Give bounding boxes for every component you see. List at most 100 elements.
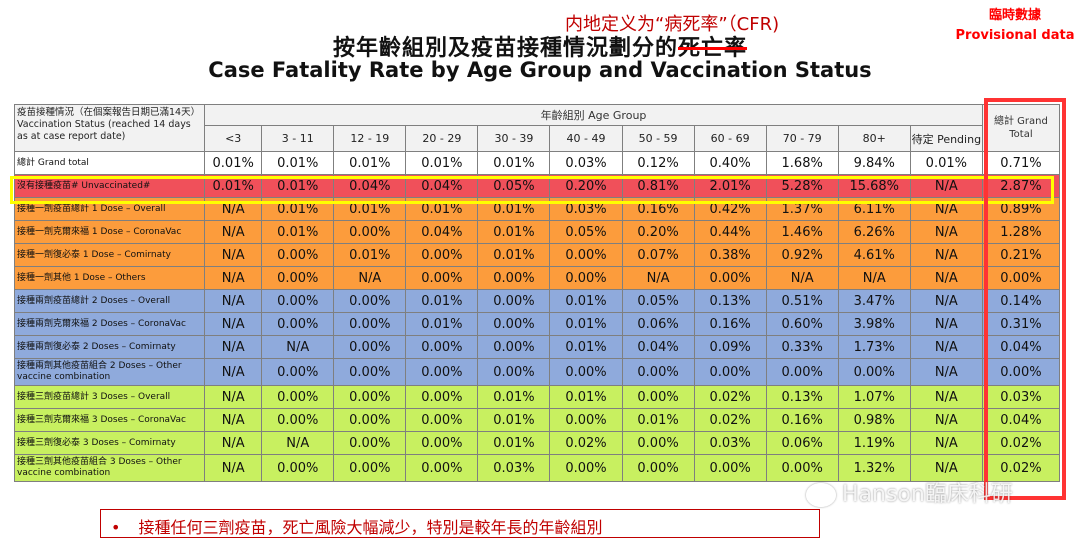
table-cell: 0.01% (909, 151, 983, 175)
table-cell: 0.00% (261, 312, 335, 336)
age-group-col-header: 30 - 39 (477, 125, 551, 152)
table-row: 接種兩劑疫苗總計 2 Doses – Overall N/A 0.00% 0.00% 0… (13, 289, 1061, 313)
table-cell: 0.05% (621, 289, 695, 313)
table-cell: 0.04% (405, 220, 479, 244)
table-cell: N/A (204, 454, 263, 482)
table-cell: N/A (909, 385, 983, 409)
table-cell: 0.33% (765, 335, 839, 359)
table-cell: 0.00% (621, 358, 695, 386)
table-cell: 0.00% (765, 358, 839, 386)
table-cell: N/A (204, 289, 263, 313)
table-cell: N/A (909, 408, 983, 432)
table-cell: N/A (204, 358, 263, 386)
page-title-zh: 按年齡組別及疫苗接種情況劃分的死亡率 (0, 30, 1080, 62)
row-label: 接種一劑克爾來福 1 Dose – CoronaVac (13, 220, 206, 244)
table-cell: 0.00% (261, 266, 335, 290)
table-cell: 1.37% (765, 197, 839, 221)
table-cell: N/A (204, 335, 263, 359)
table-cell: 0.03% (477, 454, 551, 482)
provisional-zh: 臨時數據 (988, 8, 1041, 23)
table-row: 接種三劑復必泰 3 Doses – Comirnaty N/A N/A 0.00% 0.… (13, 431, 1061, 455)
age-group-col-header: 40 - 49 (549, 125, 623, 152)
table-cell: 0.00% (333, 289, 407, 313)
table-cell: N/A (204, 220, 263, 244)
table-cell: 0.00% (477, 289, 551, 313)
table-cell: 0.00% (693, 454, 767, 482)
table-row: 接種三劑克爾來福 3 Doses – CoronaVac N/A 0.00% 0.00… (13, 408, 1061, 432)
table-cell: 0.00% (405, 385, 479, 409)
table-cell: 0.01% (477, 151, 551, 175)
table-cell: 0.06% (765, 431, 839, 455)
table-cell: N/A (909, 266, 983, 290)
watermark: Hanson臨床科研 (806, 476, 1013, 508)
table-cell: 0.92% (765, 243, 839, 267)
row-label: 總計 Grand total (13, 151, 206, 175)
table-cell: 9.84% (837, 151, 911, 175)
table-cell: 0.00% (981, 266, 1061, 290)
table-cell: 0.00% (405, 243, 479, 267)
table-cell: N/A (261, 335, 335, 359)
table-cell: N/A (621, 266, 695, 290)
table-cell: 0.00% (405, 431, 479, 455)
table-cell: N/A (204, 243, 263, 267)
cfr-annotation: 内地定义为“病死率”（CFR) (565, 14, 780, 35)
table-cell: 0.00% (333, 454, 407, 482)
table-cell: 0.04% (405, 174, 479, 198)
table-cell: 0.16% (765, 408, 839, 432)
table-cell: 0.00% (477, 358, 551, 386)
row-label: 接種兩劑克爾來福 2 Doses – CoronaVac (13, 312, 206, 336)
table-cell: 0.01% (261, 151, 335, 175)
table-cell: 0.01% (549, 289, 623, 313)
table-cell: 0.07% (621, 243, 695, 267)
table-cell: N/A (837, 266, 911, 290)
table-cell: 0.01% (405, 151, 479, 175)
table-cell: 0.00% (549, 243, 623, 267)
table-cell: 0.05% (549, 220, 623, 244)
table-cell: 0.71% (981, 151, 1061, 175)
table-cell: 0.00% (405, 408, 479, 432)
wechat-icon (806, 483, 836, 507)
vaccination-status-header: 疫苗接種情況（在個案報告日期已滿14天）Vaccination Status (… (13, 104, 206, 152)
table-cell: 0.01% (477, 408, 551, 432)
table-row: 接種兩劑克爾來福 2 Doses – CoronaVac N/A 0.00% 0.00… (13, 312, 1061, 336)
table-cell: 0.44% (693, 220, 767, 244)
table-cell: N/A (204, 408, 263, 432)
table-cell: N/A (909, 312, 983, 336)
age-group-col-header: 20 - 29 (405, 125, 479, 152)
table-cell: 0.01% (477, 431, 551, 455)
table-cell: N/A (333, 266, 407, 290)
row-label: 接種三劑克爾來福 3 Doses – CoronaVac (13, 408, 206, 432)
table-cell: 0.42% (693, 197, 767, 221)
provisional-en: Provisional data (955, 28, 1075, 43)
age-group-col-header: 12 - 19 (333, 125, 407, 152)
table-cell: N/A (204, 266, 263, 290)
table-cell: N/A (765, 266, 839, 290)
table-cell: 0.13% (765, 385, 839, 409)
table-row: 接種兩劑復必泰 2 Doses – Comirnaty N/A N/A 0.00% 0.… (13, 335, 1061, 359)
table-cell: 1.73% (837, 335, 911, 359)
watermark-text: Hanson臨床科研 (842, 482, 1013, 507)
table-cell: 0.01% (204, 174, 263, 198)
table-cell: 0.06% (621, 312, 695, 336)
table-cell: 0.01% (204, 151, 263, 175)
table-cell: 6.26% (837, 220, 911, 244)
table-cell: 0.40% (693, 151, 767, 175)
table-cell: 0.98% (837, 408, 911, 432)
table-cell: N/A (261, 431, 335, 455)
table-cell: 0.01% (549, 385, 623, 409)
table-cell: 0.16% (621, 197, 695, 221)
age-group-col-header: 50 - 59 (621, 125, 695, 152)
table-cell: 0.05% (477, 174, 551, 198)
age-group-col-header: 70 - 79 (765, 125, 839, 152)
row-label: 接種三劑復必泰 3 Doses – Comirnaty (13, 431, 206, 455)
table-cell: 0.20% (549, 174, 623, 198)
table-cell: N/A (909, 358, 983, 386)
table-cell: 15.68% (837, 174, 911, 198)
table-row: 接種一劑疫苗總計 1 Dose – Overall N/A 0.01% 0.01% 0.… (13, 197, 1061, 221)
row-label: 接種一劑疫苗總計 1 Dose – Overall (13, 197, 206, 221)
table-cell: N/A (909, 174, 983, 198)
table-cell: 0.20% (621, 220, 695, 244)
table-row: 接種一劑克爾來福 1 Dose – CoronaVac N/A 0.01% 0.00%… (13, 220, 1061, 244)
grand-total-header: 總計 Grand Total (981, 104, 1061, 152)
table-cell: 0.09% (693, 335, 767, 359)
